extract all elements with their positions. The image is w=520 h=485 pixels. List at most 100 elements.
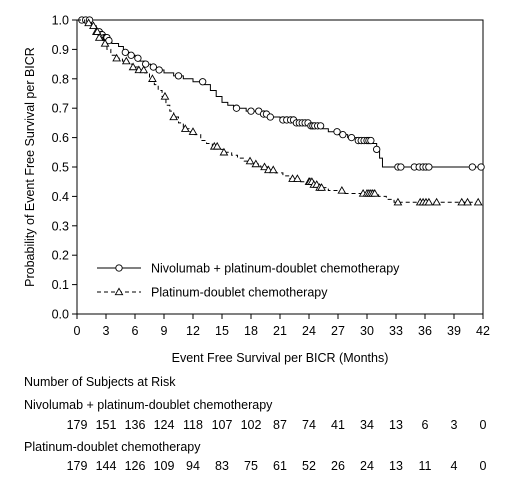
censor-mark: [251, 159, 261, 168]
censor-mark: [149, 63, 158, 71]
risk-count: 0: [479, 418, 487, 432]
risk-count: 3: [450, 418, 458, 432]
risk-count: 34: [360, 418, 374, 432]
y-tick-label: 0.9: [52, 43, 69, 57]
risk-table-title: Number of Subjects at Risk: [24, 375, 176, 389]
risk-count: 4: [450, 459, 458, 473]
risk-count: 74: [302, 418, 316, 432]
censor-mark: [134, 54, 142, 62]
y-tick-label: 0.4: [52, 190, 69, 204]
x-tick-label: 36: [418, 324, 432, 338]
risk-count: 6: [421, 418, 429, 432]
series-chemo: [77, 18, 483, 206]
censor-mark: [367, 136, 375, 145]
censor-mark: [473, 197, 483, 206]
risk-count: 75: [244, 459, 258, 473]
risk-count: 26: [331, 459, 345, 473]
censor-mark: [121, 48, 129, 56]
legend-triangle-icon: [114, 287, 124, 296]
censor-mark: [339, 131, 347, 139]
censor-mark: [121, 56, 131, 65]
y-tick-label: 0.7: [52, 102, 69, 116]
risk-count: 24: [360, 459, 374, 473]
legend-circle-icon: [115, 264, 123, 272]
censor-mark: [266, 113, 274, 121]
censor-mark: [139, 65, 149, 74]
censor-mark: [100, 39, 110, 47]
y-tick-label: 1.0: [52, 14, 69, 28]
risk-count: 179: [66, 418, 88, 432]
censor-mark: [425, 163, 433, 171]
censor-mark: [247, 107, 255, 115]
y-tick-label: 0.5: [52, 161, 69, 175]
km-curve: [77, 19, 483, 203]
censor-mark: [245, 156, 255, 165]
censor-mark: [84, 18, 93, 27]
risk-count: 179: [66, 459, 88, 473]
censor-mark: [199, 78, 207, 86]
censor-mark: [112, 53, 122, 62]
risk-count: 107: [211, 418, 233, 432]
risk-count: 11: [418, 459, 432, 473]
censor-mark: [393, 197, 403, 206]
censor-mark: [232, 104, 241, 112]
x-tick-label: 0: [74, 324, 81, 338]
legend-label: Nivolumab + platinum-doublet chemotherap…: [151, 262, 400, 276]
x-tick-label: 24: [302, 324, 316, 338]
censor-mark: [370, 188, 380, 197]
y-axis-label: Probability of Event Free Survival per B…: [23, 47, 37, 287]
censor-mark: [219, 147, 229, 156]
x-tick-label: 15: [215, 324, 229, 338]
censor-mark: [468, 163, 477, 171]
censor-mark: [463, 197, 472, 206]
censor-mark: [160, 91, 170, 100]
x-tick-label: 27: [331, 324, 345, 338]
y-tick-label: 0.1: [52, 278, 69, 292]
risk-count: 126: [124, 459, 146, 473]
censor-mark: [268, 165, 278, 174]
censor-mark: [373, 145, 381, 154]
risk-count: 0: [479, 459, 487, 473]
censor-mark: [127, 51, 135, 59]
risk-count: 13: [389, 459, 403, 473]
y-tick-label: 0.2: [52, 249, 69, 263]
censor-mark: [89, 21, 98, 30]
risk-count: 52: [302, 459, 316, 473]
risk-count: 136: [124, 418, 146, 432]
censor-mark: [293, 174, 302, 182]
x-axis-label: Event Free Survival per BICR (Months): [172, 351, 389, 365]
risk-count: 94: [186, 459, 200, 473]
y-axis: 0.0 0.1 0.2 0.3 0.4 0.5 0.6 0.7 0.8 0.9 1.0: [52, 14, 77, 322]
censor-mark: [141, 60, 150, 68]
x-axis: 0 3 6 9 12 15 18 21 24 27 30 33 36 39 42: [74, 314, 490, 338]
risk-count: 83: [215, 459, 229, 473]
y-tick-label: 0.6: [52, 131, 69, 145]
censor-mark: [397, 163, 405, 171]
censor-mark: [92, 27, 102, 35]
censor-mark: [188, 127, 198, 135]
risk-count: 124: [153, 418, 175, 432]
risk-count: 144: [95, 459, 117, 473]
censor-mark: [477, 163, 485, 171]
series-nivolumab: [77, 16, 485, 171]
censor-mark: [180, 124, 190, 132]
km-curve: [77, 19, 483, 168]
risk-count: 118: [183, 418, 203, 432]
censor-mark: [212, 141, 222, 150]
x-tick-label: 9: [161, 324, 168, 338]
x-tick-label: 30: [360, 324, 374, 338]
risk-row-chemo: 179 144 126 109 94 83 75 61 52 26 24 13 11 4 0: [0, 459, 520, 475]
censor-mark: [169, 112, 179, 121]
x-tick-label: 12: [186, 324, 200, 338]
risk-row-nivolumab: 179 151 136 124 118 107 102 87 74 41 34 13 6 3 0: [0, 418, 520, 434]
censor-mark: [333, 128, 341, 136]
x-tick-label: 39: [447, 324, 461, 338]
series-layer: [77, 16, 485, 206]
x-tick-label: 18: [244, 324, 258, 338]
censor-mark: [432, 197, 441, 206]
legend: Nivolumab + platinum-doublet chemotherap…: [97, 262, 400, 300]
x-tick-label: 21: [273, 324, 287, 338]
y-tick-label: 0.0: [52, 308, 69, 322]
risk-count: 151: [95, 418, 117, 432]
